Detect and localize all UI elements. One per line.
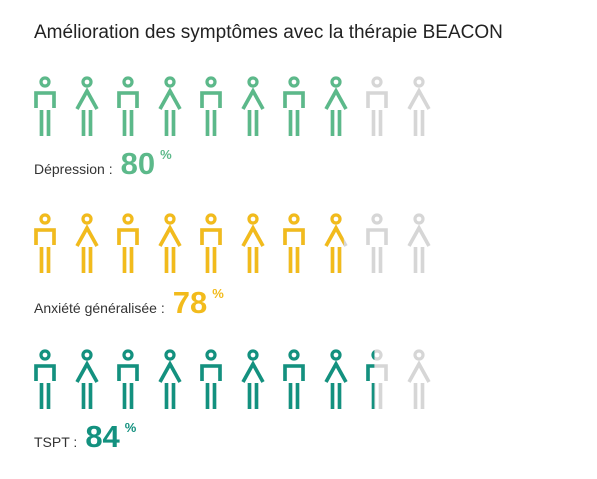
person-male-icon [283,213,305,273]
person-male-icon [117,213,139,273]
series-label: Anxiété généralisée : [34,300,165,316]
series-label: TSPT : [34,434,78,450]
person-female-icon [323,349,348,409]
person-male-icon [34,76,56,136]
person-male-icon [34,213,56,273]
person-female-icon [74,76,99,136]
icon-row-depression [32,76,452,138]
person-female-icon [240,76,265,136]
person-female-icon [240,213,265,273]
series-value: 78 [172,285,208,320]
person-female-icon [240,349,265,409]
person-male-icon [366,349,388,409]
person-male-icon [366,213,388,273]
person-female-icon [74,349,99,409]
row-anxiety: Anxiété généralisée : 78 % [32,213,452,320]
person-male-icon [200,213,222,273]
person-female-icon [157,76,182,136]
label-ptsd: TSPT : 84 % [34,419,136,455]
label-depression: Dépression : 80 % [34,146,172,182]
person-female-icon [323,213,348,273]
chart-title: Amélioration des symptômes avec la théra… [34,22,503,43]
person-female-icon [74,213,99,273]
person-male-icon [283,76,305,136]
person-female-icon [406,76,431,136]
series-unit: % [212,286,224,301]
person-male-icon [200,349,222,409]
icon-row-anxiety [32,213,452,275]
person-female-icon [157,213,182,273]
person-male-icon [117,349,139,409]
person-male-icon [366,76,388,136]
person-male-icon [34,349,56,409]
series-value: 84 [85,419,120,454]
person-female-icon [323,76,348,136]
row-depression: Dépression : 80 % [32,76,452,181]
person-male-icon [200,76,222,136]
person-female-icon [406,349,431,409]
person-male-icon [283,349,305,409]
icon-row-ptsd [32,349,452,411]
row-ptsd: TSPT : 84 % [32,349,452,454]
series-label: Dépression : [34,161,113,177]
person-male-icon [117,76,139,136]
person-female-icon [157,349,182,409]
series-value: 80 [120,146,156,181]
series-unit: % [124,420,137,435]
series-unit: % [160,147,172,162]
label-anxiety: Anxiété généralisée : 78 % [34,285,224,321]
person-female-icon [406,213,431,273]
